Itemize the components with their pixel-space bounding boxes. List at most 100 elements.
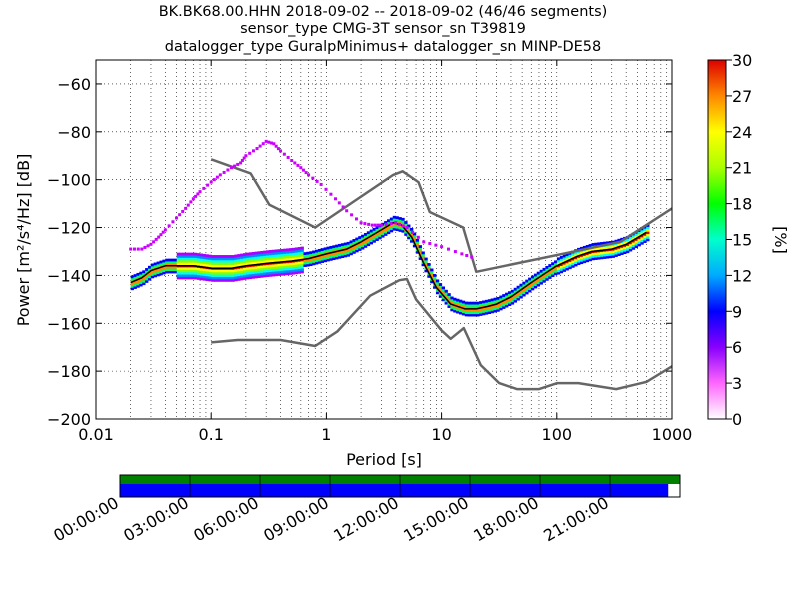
- histogram-cell: [453, 309, 457, 313]
- histogram-cell: [130, 284, 134, 288]
- histogram-cell: [533, 273, 538, 277]
- histogram-cell: [191, 269, 195, 273]
- histogram-cell: [415, 250, 420, 254]
- histogram-cell: [597, 251, 601, 255]
- histogram-cell: [329, 257, 333, 261]
- histogram-cell: [260, 272, 264, 276]
- histogram-cell: [375, 238, 379, 241]
- histogram-cell: [142, 277, 146, 281]
- histogram-cell: [234, 259, 238, 263]
- histogram-cell: [643, 228, 647, 231]
- histogram-cell: [309, 258, 313, 262]
- histogram-cell: [571, 257, 575, 261]
- histogram-cell: [346, 241, 350, 245]
- histogram-cell: [358, 243, 362, 247]
- histogram-cell: [574, 261, 578, 264]
- histogram-cell: [234, 271, 238, 275]
- histogram-cell: [254, 256, 258, 260]
- histogram-cell: [271, 266, 276, 270]
- histogram-cell: [145, 270, 149, 274]
- histogram-cell: [484, 311, 489, 315]
- histogram-cell: [142, 272, 146, 276]
- y-tick-label: −100: [47, 171, 91, 190]
- histogram-cell: [358, 245, 362, 249]
- histogram-cell: [266, 269, 270, 273]
- histogram-cell: [320, 248, 325, 251]
- histogram-cell: [268, 273, 273, 277]
- histogram-cell: [194, 271, 198, 275]
- histogram-cell: [280, 268, 284, 271]
- mode-dot: [129, 247, 133, 251]
- histogram-cell: [309, 263, 313, 267]
- histogram-cell: [185, 259, 189, 263]
- histogram-cell: [260, 260, 264, 264]
- histogram-cell: [271, 249, 276, 253]
- histogram-cell: [205, 273, 209, 277]
- histogram-cell: [358, 238, 362, 242]
- histogram-cell: [404, 221, 408, 224]
- histogram-cell: [185, 269, 189, 273]
- colorbar-ticks: 0 3 6 9 12 15 18 21 24 27 30: [726, 51, 752, 429]
- histogram-cell: [412, 239, 417, 243]
- mode-dot: [350, 213, 354, 217]
- histogram-cell: [562, 264, 566, 268]
- histogram-cell: [170, 265, 175, 269]
- histogram-cell: [245, 276, 250, 280]
- histogram-cell: [640, 239, 644, 243]
- histogram-cell: [496, 296, 500, 300]
- histogram-cell: [234, 278, 238, 282]
- histogram-cell: [251, 251, 255, 255]
- histogram-cell: [185, 271, 189, 275]
- histogram-cell: [361, 234, 365, 238]
- histogram-cell: [274, 256, 278, 260]
- histogram-cell: [289, 264, 293, 268]
- histogram-cell: [176, 267, 181, 270]
- histogram-cell: [266, 255, 270, 258]
- histogram-cell: [643, 230, 647, 234]
- histogram-cell: [271, 259, 276, 263]
- histogram-cell: [179, 257, 183, 261]
- histogram-cell: [211, 274, 215, 277]
- histogram-cell: [582, 245, 587, 249]
- histogram-cell: [245, 271, 250, 275]
- histogram-cell: [208, 273, 212, 277]
- histogram-cell: [242, 277, 247, 280]
- histogram-cell: [536, 283, 541, 287]
- histogram-cell: [392, 227, 397, 231]
- histogram-cell: [306, 258, 310, 262]
- histogram-cell: [499, 297, 503, 301]
- mode-dot: [209, 180, 213, 184]
- histogram-cell: [294, 254, 299, 258]
- histogram-cell: [237, 258, 241, 262]
- histogram-cell: [291, 264, 296, 268]
- histogram-cell: [427, 270, 431, 274]
- histogram-cell: [245, 257, 250, 261]
- histogram-cell: [404, 230, 408, 234]
- histogram-cell: [355, 244, 359, 248]
- histogram-cell: [597, 247, 601, 250]
- histogram-cell: [588, 244, 592, 247]
- histogram-cell: [427, 263, 431, 266]
- mode-dot: [255, 147, 259, 151]
- histogram-cell: [533, 276, 538, 279]
- histogram-cell: [300, 270, 304, 274]
- mode-dot: [198, 190, 202, 194]
- histogram-cell: [191, 271, 195, 275]
- histogram-cell: [194, 255, 198, 258]
- histogram-cell: [179, 262, 183, 266]
- histogram-cell: [234, 273, 238, 277]
- mode-dot: [279, 149, 283, 153]
- histogram-cell: [196, 253, 201, 256]
- histogram-cell: [194, 267, 198, 270]
- histogram-cell: [182, 262, 186, 266]
- histogram-cell: [159, 272, 163, 276]
- histogram-cell: [196, 257, 201, 261]
- histogram-cell: [217, 264, 221, 268]
- mode-dot: [401, 224, 405, 228]
- histogram-cell: [611, 250, 615, 254]
- histogram-cell: [162, 269, 166, 273]
- histogram-cell: [487, 299, 492, 303]
- histogram-cell: [240, 277, 244, 281]
- histogram-cell: [490, 308, 494, 311]
- histogram-cell: [571, 252, 575, 256]
